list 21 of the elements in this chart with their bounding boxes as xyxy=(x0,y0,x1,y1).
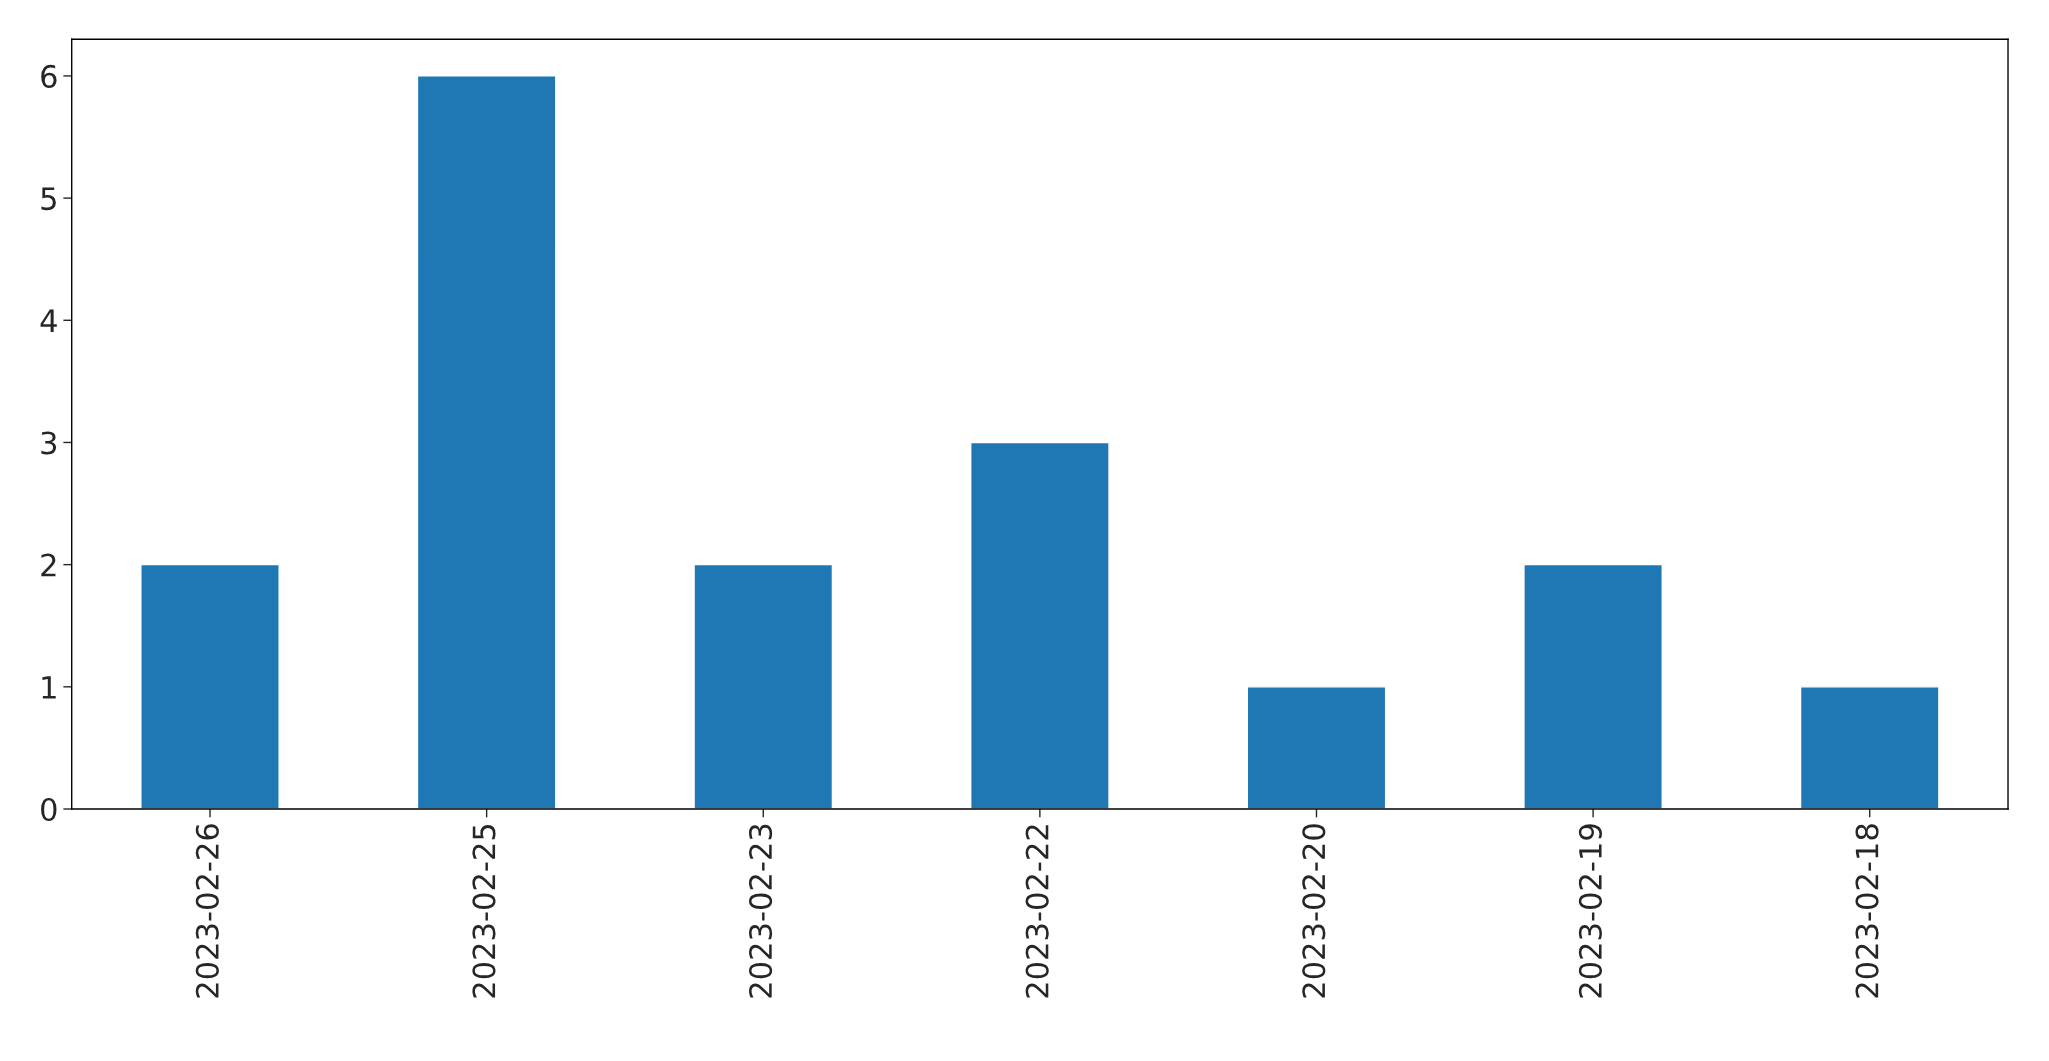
x-tick-label: 2023-02-23 xyxy=(749,824,773,998)
bar xyxy=(970,441,1110,810)
y-tick-label: 2 xyxy=(41,553,56,577)
y-tick-label: 6 xyxy=(41,64,57,88)
x-tick-label: 2023-02-18 xyxy=(1855,824,1879,998)
x-tick-label: 2023-02-26 xyxy=(195,824,219,998)
y-tick-label: 4 xyxy=(40,309,57,332)
bar xyxy=(140,563,280,810)
bar xyxy=(416,75,557,810)
y-tick-label: 0 xyxy=(41,797,57,822)
y-tick-label: 3 xyxy=(41,431,57,455)
x-tick-label: 2023-02-22 xyxy=(1025,825,1049,998)
x-tick-label: 2023-02-25 xyxy=(472,824,496,998)
bar xyxy=(693,563,834,810)
bar xyxy=(1246,686,1387,810)
x-tick-label: 2023-02-19 xyxy=(1578,824,1602,998)
y-tick-label: 1 xyxy=(42,676,56,699)
bar xyxy=(1523,563,1663,810)
x-tick-label: 2023-02-20 xyxy=(1302,824,1326,998)
bar xyxy=(1799,686,1940,810)
y-tick-label: 5 xyxy=(41,187,56,211)
